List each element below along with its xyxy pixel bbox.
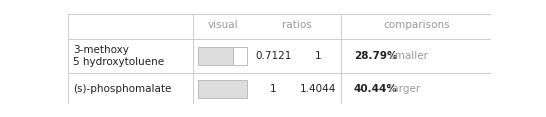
Text: 40.44%: 40.44% xyxy=(354,84,397,94)
Text: 28.79%: 28.79% xyxy=(354,51,397,61)
Bar xyxy=(198,47,247,65)
Text: 1: 1 xyxy=(314,51,321,61)
Text: comparisons: comparisons xyxy=(383,20,449,30)
Bar xyxy=(198,47,233,65)
Bar xyxy=(233,47,247,65)
Text: 0.7121: 0.7121 xyxy=(256,51,292,61)
Text: visual: visual xyxy=(207,20,238,30)
Text: larger: larger xyxy=(385,84,420,94)
Bar xyxy=(198,80,247,98)
Text: 1.4044: 1.4044 xyxy=(300,84,336,94)
Text: 3-methoxy
5 hydroxytoluene: 3-methoxy 5 hydroxytoluene xyxy=(73,45,164,67)
Bar xyxy=(198,80,247,98)
Text: (s)-phosphomalate: (s)-phosphomalate xyxy=(73,84,171,94)
Text: smaller: smaller xyxy=(385,51,428,61)
Text: 1: 1 xyxy=(270,84,277,94)
Text: ratios: ratios xyxy=(282,20,312,30)
